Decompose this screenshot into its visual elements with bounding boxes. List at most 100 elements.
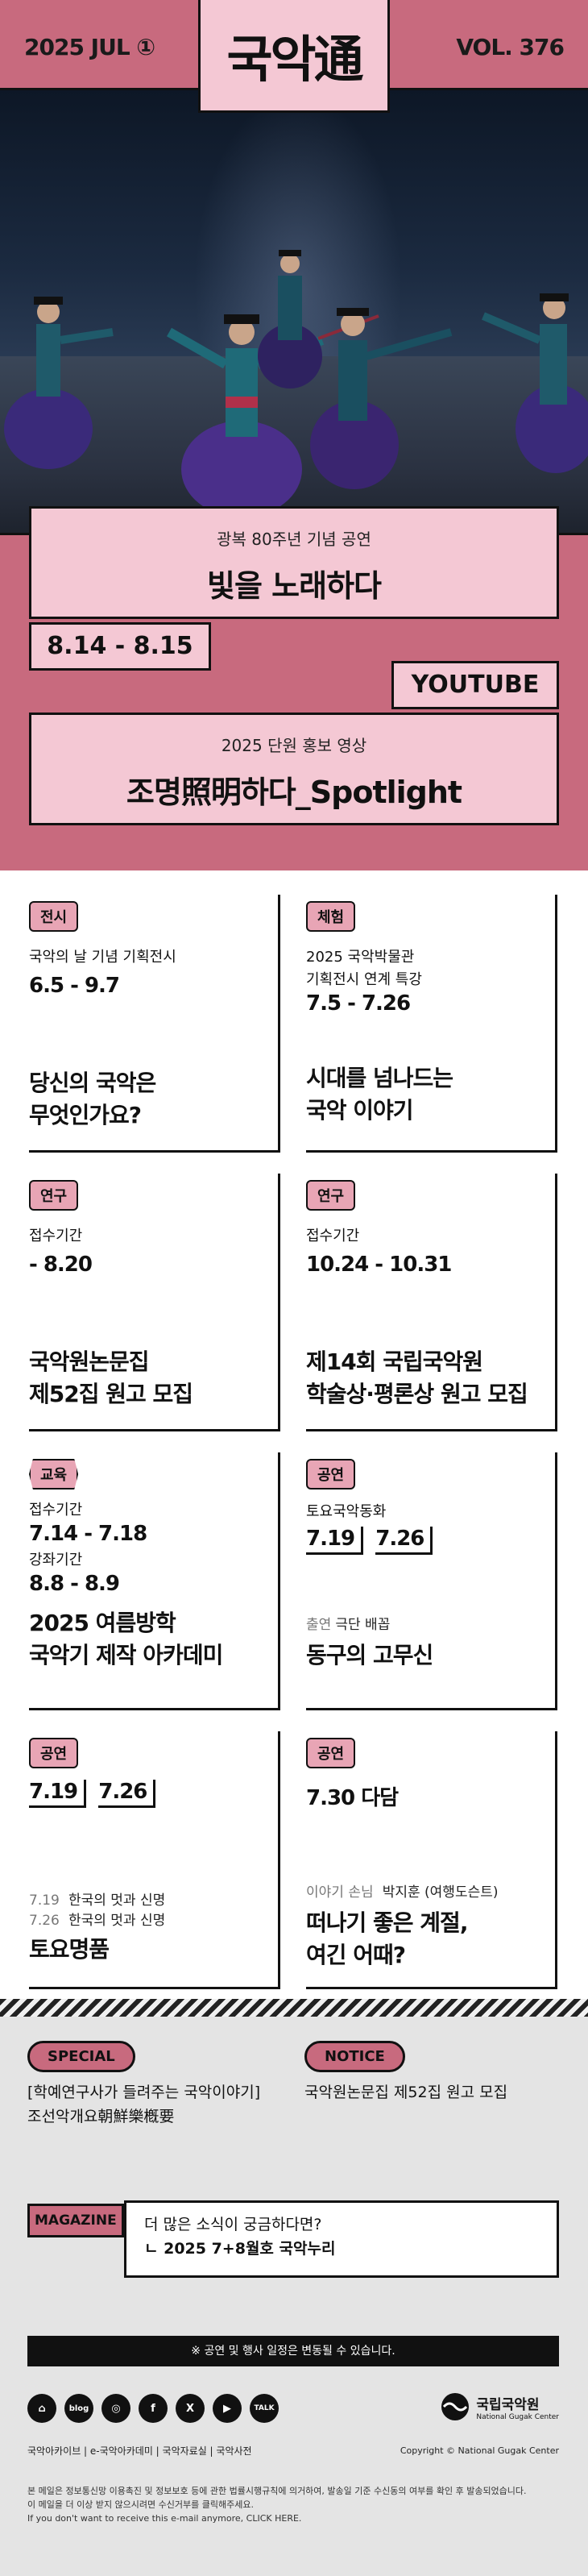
kakaotalk-icon[interactable]: TALK — [250, 2394, 279, 2423]
card-title-line-2: 학술상·평론상 원고 모집 — [306, 1381, 528, 1407]
card-exhibition[interactable]: 전시 국악의 날 기념 기획전시 6.5 - 9.7 당신의 국악은 무엇인가요… — [29, 895, 280, 1153]
program-line-1: 7.19 한국의 멋과 신명 — [29, 1888, 278, 1909]
bottom-area: SPECIAL [학예연구사가 들려주는 국악이야기] 조선악개요朝鮮樂槪要 N… — [0, 2017, 588, 2576]
card-education[interactable]: 교육 접수기간 7.14 - 7.18 강좌기간 8.8 - 8.9 2025 … — [29, 1452, 280, 1710]
footnote-line-2: 이 메일을 더 이상 받지 않으시려면 수신거부를 클릭해주세요. — [27, 2499, 254, 2510]
card-date: - 8.20 — [29, 1253, 93, 1277]
card-research-2[interactable]: 연구 접수기간 10.24 - 10.31 제14회 국립국악원 학술상·평론상… — [306, 1174, 557, 1431]
card-research-1[interactable]: 연구 접수기간 - 8.20 국악원논문집 제52집 원고 모집 — [29, 1174, 280, 1431]
card-title-line-1: 시대를 넘나드는 — [306, 1065, 453, 1091]
guest-name: 박지훈 (여행도슨트) — [382, 1884, 499, 1901]
card-performance-kids[interactable]: 공연 토요국악동화 7.19 7.26 출연 극단 배꼽 동구의 고무신 — [306, 1452, 557, 1710]
dancers-illustration — [4, 250, 588, 517]
event-title: 빛을 노래하다 — [207, 568, 382, 604]
copyright: Copyright © National Gugak Center — [400, 2445, 559, 2456]
x-icon[interactable]: X — [176, 2394, 205, 2423]
card-performance-dadam[interactable]: 공연 7.30 다담 이야기 손님 박지훈 (여행도슨트) 떠나기 좋은 계절,… — [306, 1731, 557, 1989]
program-date: 7.26 — [29, 1913, 60, 1929]
card-date-1: 7.14 - 7.18 — [29, 1522, 147, 1546]
card-sub-line-2: 기획전시 연계 특강 — [306, 971, 422, 988]
dancer-left — [4, 297, 114, 469]
issue-volume: VOL. 376 — [456, 34, 565, 60]
magazine-line-2: ㄴ 2025 7+8월호 국악누리 — [144, 2240, 336, 2258]
sns-links: ⌂ blog ◎ f X ▶ TALK — [27, 2394, 279, 2423]
org-name: 국립국악원 — [476, 2396, 540, 2413]
hero-photo[interactable] — [0, 90, 588, 535]
card-title-line-2: 여긴 어때? — [306, 1942, 406, 1968]
card-date-2: 8.8 - 8.9 — [29, 1572, 120, 1596]
card-sub: 접수기간 — [306, 1228, 360, 1244]
program-date: 7.19 — [29, 1893, 60, 1909]
card-date: 10.24 - 10.31 — [306, 1253, 452, 1277]
instagram-icon[interactable]: ◎ — [101, 2394, 130, 2423]
badge-education: 교육 — [29, 1459, 79, 1490]
date-chip-2: 7.26 — [98, 1780, 156, 1808]
divider-stripe — [0, 1999, 588, 2017]
schedule-notice-bar: ※ 공연 및 행사 일정은 변동될 수 있습니다. — [27, 2336, 559, 2366]
card-experience[interactable]: 체험 2025 국악박물관 기획전시 연계 특강 7.5 - 7.26 시대를 … — [306, 895, 557, 1153]
footnote-line-3[interactable]: If you don't want to receive this e-mail… — [27, 2513, 302, 2524]
youtube-label[interactable]: YOUTUBE — [391, 661, 559, 709]
notice-text: 국악원논문집 제52집 원고 모집 — [304, 2084, 508, 2101]
dancer-center — [167, 314, 379, 517]
content-grid: 전시 국악의 날 기념 기획전시 6.5 - 9.7 당신의 국악은 무엇인가요… — [0, 870, 588, 1999]
card-title-line-1: 떠나기 좋은 계절, — [306, 1909, 468, 1936]
card-sub-line-2: 강좌기간 — [29, 1552, 83, 1568]
cast-name: 극단 배꼽 — [335, 1617, 391, 1633]
magazine-box[interactable]: 더 많은 소식이 궁금하다면? ㄴ 2025 7+8월호 국악누리 — [124, 2200, 559, 2278]
card-title-line-2: 제52집 원고 모집 — [29, 1381, 193, 1407]
video-subtitle: 2025 단원 홍보 영상 — [221, 736, 367, 755]
card-performance-saturday[interactable]: 공연 7.19 7.26 7.19 한국의 멋과 신명 7.26 한국의 멋과 … — [29, 1731, 280, 1989]
card-sub: 토요국악동화 — [306, 1503, 387, 1520]
card-date-chips: 7.19 7.26 — [29, 1780, 278, 1808]
bottom-section: SPECIAL [학예연구사가 들려주는 국악이야기] 조선악개요朝鮮樂槪要 N… — [0, 1999, 588, 2576]
youtube-icon[interactable]: ▶ — [213, 2394, 242, 2423]
notice-label: NOTICE — [304, 2041, 405, 2072]
badge-performance: 공연 — [29, 1738, 79, 1768]
magazine-line-1: 더 많은 소식이 궁금하다면? — [144, 2216, 322, 2233]
footnote-line-1: 본 메일은 정보통신망 이용촉진 및 정보보호 등에 관한 법률시행규칙에 의거… — [27, 2486, 527, 2496]
footer-links[interactable]: 국악아카이브 | e-국악아카데미 | 국악자료실 | 국악사전 — [27, 2445, 252, 2457]
issue-date: 2025 JUL ① — [24, 34, 155, 60]
special-text-line-1: [학예연구사가 들려주는 국악이야기] — [27, 2084, 261, 2101]
guest-line: 이야기 손님 박지훈 (여행도슨트) — [306, 1880, 555, 1901]
program-text: 한국의 멋과 신명 — [68, 1913, 166, 1929]
program-text: 한국의 멋과 신명 — [68, 1893, 166, 1909]
special-block[interactable]: SPECIAL [학예연구사가 들려주는 국악이야기] 조선악개요朝鮮樂槪要 — [27, 2041, 285, 2129]
dancer-mid — [310, 308, 453, 489]
badge-exhibition: 전시 — [29, 901, 79, 932]
badge-performance: 공연 — [306, 1738, 356, 1768]
card-sub-line-1: 2025 국악박물관 — [306, 949, 415, 966]
card-title-line-2: 무엇인가요? — [29, 1102, 142, 1128]
event-card[interactable]: 광복 80주년 기념 공연 빛을 노래하다 — [29, 506, 559, 619]
badge-research: 연구 — [306, 1180, 356, 1211]
blog-icon[interactable]: blog — [64, 2394, 93, 2423]
logo-text: 국악通 — [226, 30, 363, 89]
event-subtitle: 광복 80주년 기념 공연 — [217, 530, 371, 549]
card-title-line-1: 당신의 국악은 — [29, 1070, 156, 1096]
home-icon[interactable]: ⌂ — [27, 2394, 56, 2423]
special-text-line-2: 조선악개요朝鮮樂槪要 — [27, 2108, 175, 2125]
card-title-line-2: 국악 이야기 — [306, 1097, 414, 1124]
video-title: 조명照明하다_Spotlight — [126, 775, 462, 810]
facebook-icon[interactable]: f — [139, 2394, 168, 2423]
video-card[interactable]: 2025 단원 홍보 영상 조명照明하다_Spotlight — [29, 713, 559, 825]
date-chip-1: 7.19 — [306, 1527, 364, 1555]
notice-block[interactable]: NOTICE 국악원논문집 제52집 원고 모집 — [304, 2041, 562, 2104]
date-chip-1: 7.19 — [29, 1780, 87, 1808]
newsletter-logo[interactable]: 국악通 — [198, 0, 390, 113]
card-title-line-1: 국악원논문집 — [29, 1348, 150, 1375]
badge-performance: 공연 — [306, 1459, 356, 1490]
dancer-right — [482, 293, 588, 473]
guest-label: 이야기 손님 — [306, 1884, 374, 1901]
card-title: 동구의 고무신 — [306, 1642, 433, 1668]
date-chip-2: 7.26 — [375, 1527, 433, 1555]
magazine-label: MAGAZINE — [27, 2204, 124, 2237]
org-emblem-icon — [441, 2393, 470, 2420]
card-cast-line: 출연 극단 배꼽 — [306, 1613, 555, 1633]
org-logo[interactable]: 국립국악원 National Gugak Center — [441, 2392, 559, 2421]
badge-experience: 체험 — [306, 901, 356, 932]
card-date: 7.30 다담 — [306, 1786, 399, 1810]
card-title-line-2: 국악기 제작 아카데미 — [29, 1642, 223, 1668]
